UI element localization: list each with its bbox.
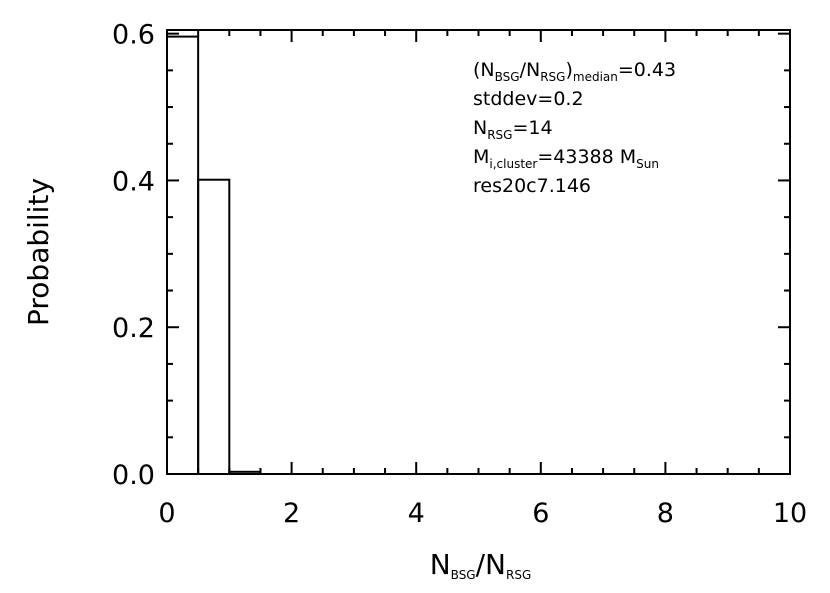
histogram-bar (197, 178, 231, 475)
text-part: /N (520, 59, 541, 81)
histogram-bar (228, 470, 262, 475)
annotation: res20c7.146 (473, 175, 591, 197)
text-part: =14 (512, 117, 552, 139)
text-part: (N (473, 59, 495, 81)
subscript: RSG (540, 70, 565, 84)
annotation: (NBSG/NRSG)median=0.43 (473, 59, 676, 84)
x-tick-label: 8 (657, 498, 674, 529)
x-tick-label: 2 (283, 498, 300, 529)
text-part: res20c7.146 (473, 175, 591, 197)
subscript: median (573, 70, 618, 84)
annotation: Mi,cluster=43388 MSun (473, 146, 659, 171)
subscript: BSG (495, 70, 520, 84)
y-tick-label: 0.2 (112, 313, 155, 344)
y-tick-label: 0.4 (112, 166, 155, 197)
text-part: ) (565, 59, 572, 81)
x-tick-label: 4 (408, 498, 425, 529)
text-part: =0.43 (618, 59, 676, 81)
text-part: N (473, 117, 487, 139)
x-tick-label: 6 (532, 498, 549, 529)
subscript: Sun (636, 157, 659, 171)
x-tick-label: 0 (158, 498, 175, 529)
annotation: NRSG=14 (473, 117, 553, 142)
text-part: stddev=0.2 (473, 88, 584, 110)
y-tick-label: 0.0 (112, 460, 155, 491)
subscript: i,cluster (489, 157, 537, 171)
y-tick-label: 0.6 (112, 20, 155, 51)
y-axis-label: Probability (22, 178, 55, 326)
text-part: /N (476, 548, 506, 581)
annotation: stddev=0.2 (473, 88, 584, 110)
histogram-bar (166, 35, 200, 476)
subscript: RSG (506, 568, 531, 582)
x-axis-label: NBSG/NRSG (430, 548, 532, 582)
subscript: BSG (451, 568, 476, 582)
text-part: M (473, 146, 489, 168)
subscript: RSG (487, 128, 512, 142)
text-part: =43388 M (537, 146, 636, 168)
text-part: N (430, 548, 451, 581)
x-tick-label: 10 (773, 498, 807, 529)
